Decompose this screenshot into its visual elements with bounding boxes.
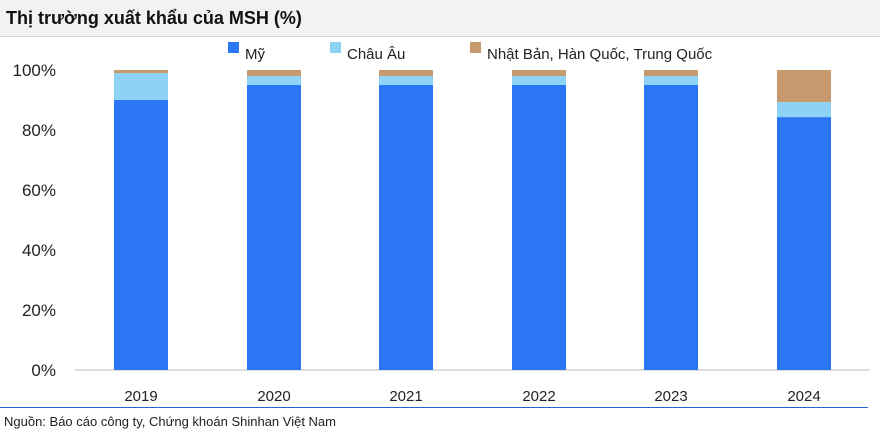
chart-title: Thị trường xuất khẩu của MSH (%) — [6, 8, 302, 28]
bar-2020-series-0 — [247, 85, 301, 370]
bar-2020-series-2 — [247, 70, 301, 76]
bar-2019-series-1 — [114, 73, 168, 100]
source-note: Nguồn: Báo cáo công ty, Chứng khoán Shin… — [4, 414, 336, 429]
legend-label-1: Châu Âu — [347, 46, 405, 63]
y-tick-label: 60% — [22, 181, 56, 200]
x-tick-label: 2019 — [124, 388, 157, 405]
y-tick-label: 80% — [22, 121, 56, 140]
bar-2021-series-2 — [379, 70, 433, 76]
y-tick-label: 40% — [22, 241, 56, 260]
bar-2021-series-0 — [379, 85, 433, 370]
legend-swatch-2 — [470, 42, 481, 53]
bar-2019-series-2 — [114, 70, 168, 73]
bar-2022-series-2 — [512, 70, 566, 76]
bar-2023-series-1 — [644, 76, 698, 85]
bar-2023-series-2 — [644, 70, 698, 76]
bar-2024-series-0 — [777, 117, 831, 370]
x-tick-label: 2020 — [257, 388, 290, 405]
bar-2024-series-2 — [777, 70, 831, 103]
legend-swatch-0 — [228, 42, 239, 53]
y-tick-label: 20% — [22, 301, 56, 320]
bar-2022-series-1 — [512, 76, 566, 85]
y-tick-label: 100% — [13, 61, 56, 80]
bar-2021-series-1 — [379, 76, 433, 85]
x-tick-label: 2021 — [389, 388, 422, 405]
legend-label-2: Nhật Bản, Hàn Quốc, Trung Quốc — [487, 46, 713, 63]
bar-2024-series-1 — [777, 102, 831, 118]
stacked-bar-chart: 0% 20% 40% 60% 80% 100% 2019 2020 2021 2022 2023 20… — [13, 42, 870, 405]
title-bar: Thị trường xuất khẩu của MSH (%) — [0, 0, 880, 37]
x-tick-label: 2022 — [522, 388, 555, 405]
bar-2020-series-1 — [247, 76, 301, 85]
divider — [0, 407, 868, 408]
legend-swatch-1 — [330, 42, 341, 53]
bar-2019-series-0 — [114, 100, 168, 370]
bar-2023-series-0 — [644, 85, 698, 370]
x-tick-label: 2023 — [654, 388, 687, 405]
y-tick-label: 0% — [31, 361, 56, 380]
legend-label-0: Mỹ — [245, 46, 265, 63]
x-tick-label: 2024 — [787, 388, 820, 405]
bar-2022-series-0 — [512, 85, 566, 370]
